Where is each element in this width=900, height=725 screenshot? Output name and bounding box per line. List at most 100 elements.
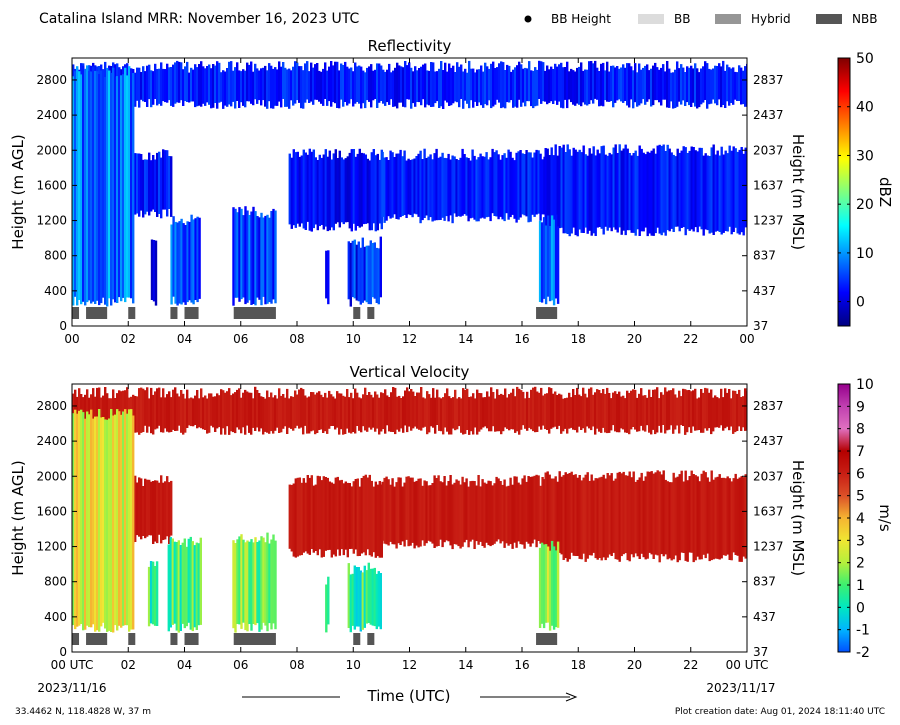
bright-band-mark (233, 633, 276, 645)
end-date-label: 2023/11/17 (706, 681, 775, 695)
colorbar-tick-label: 50 (856, 51, 874, 67)
x-tick-label: 04 (177, 332, 192, 346)
bright-band-mark (353, 633, 361, 645)
bright-band-mark (184, 633, 199, 645)
rain-shaft (170, 214, 201, 306)
panel-title: Reflectivity (368, 37, 452, 55)
vertical-velocity-panel: 00 UTC 02 04 06 08 10 12 14 16 18 20 22 00 UTC040080… (9, 363, 894, 672)
colorbar-tick-label: 20 (856, 197, 874, 213)
y-tick-label: 2800 (36, 399, 67, 413)
bright-band-mark (170, 633, 178, 645)
colorbar-tick-label: 0 (856, 600, 865, 616)
legend-hybrid-label: Hybrid (751, 12, 791, 26)
x-tick-label: 20 (627, 332, 642, 346)
mid-echo-layer (544, 144, 747, 237)
y-tick-label: 1600 (36, 504, 67, 518)
y-right-tick-label: 437 (753, 610, 776, 624)
bright-band-mark (367, 307, 375, 319)
mid-echo-layer (544, 470, 747, 563)
legend-bb-swatch (638, 14, 664, 24)
y-tick-label: 2400 (36, 108, 67, 122)
mid-echo-layer (288, 148, 383, 232)
x-tick-label: 04 (177, 658, 192, 672)
rain-shaft (72, 409, 135, 633)
y-right-tick-label: 1637 (753, 504, 784, 518)
colorbar-tick-label: 0 (856, 295, 865, 311)
plot-area (72, 386, 747, 645)
x-tick-label: 18 (571, 332, 586, 346)
start-date-label: 2023/11/16 (37, 681, 106, 695)
colorbar-tick-label: 10 (856, 246, 874, 262)
bright-band-mark (72, 633, 80, 645)
xlabel-arrow-head-icon (565, 692, 578, 702)
y-right-tick-label: 2437 (753, 434, 784, 448)
x-axis-label: Time (UTC) (367, 687, 451, 705)
x-tick-label: 10 (346, 332, 361, 346)
y-right-tick-label: 1637 (753, 178, 784, 192)
y-axis-label: Height (m AGL) (9, 134, 27, 249)
x-tick-label: 00 UTC (726, 658, 769, 672)
y-tick-label: 0 (59, 645, 67, 659)
x-tick-label: 20 (627, 658, 642, 672)
bright-band-mark (128, 633, 136, 645)
y-right-axis-label: Height (m MSL) (789, 134, 807, 250)
y-right-tick-label: 837 (753, 249, 776, 263)
mid-echo-layer (381, 474, 546, 550)
y-tick-label: 400 (44, 284, 67, 298)
x-tick-label: 10 (346, 658, 361, 672)
colorbar-label: m/s (876, 504, 894, 532)
x-tick-label: 18 (571, 658, 586, 672)
upper-echo-layer (72, 386, 747, 435)
colorbar-tick-label: 7 (856, 444, 865, 460)
figure-title: Catalina Island MRR: November 16, 2023 U… (39, 11, 360, 27)
y-tick-label: 1200 (36, 214, 67, 228)
upper-echo-layer (72, 60, 747, 109)
x-tick-label: 16 (514, 658, 529, 672)
rain-shaft (72, 65, 135, 307)
y-tick-label: 2800 (36, 73, 67, 87)
x-tick-label: 00 UTC (51, 658, 94, 672)
station-location: 33.4462 N, 118.4828 W, 37 m (15, 707, 151, 717)
x-tick-label: 22 (683, 332, 698, 346)
bright-band-mark (536, 307, 558, 319)
y-tick-label: 1600 (36, 178, 67, 192)
x-tick-label: 22 (683, 658, 698, 672)
y-tick-label: 2000 (36, 143, 67, 157)
rain-shaft (232, 532, 277, 633)
y-right-tick-label: 2837 (753, 399, 784, 413)
y-tick-label: 0 (59, 319, 67, 333)
y-right-tick-label: 37 (753, 319, 768, 333)
x-tick-label: 06 (233, 658, 248, 672)
x-tick-label: 08 (289, 332, 304, 346)
reflectivity-panel: 00 02 04 06 08 10 12 14 16 18 20 22 0004008001200160… (9, 37, 894, 346)
colorbar-tick-label: 40 (856, 100, 874, 116)
bright-band-mark (233, 307, 276, 319)
rain-shaft (167, 536, 202, 633)
x-tick-label: 00 (739, 332, 754, 346)
bright-band-mark (86, 633, 108, 645)
y-tick-label: 2000 (36, 469, 67, 483)
colorbar (837, 57, 851, 327)
mid-echo-layer (288, 474, 383, 558)
legend-hybrid-swatch (715, 14, 741, 24)
legend-bb-label: BB (674, 12, 690, 26)
x-tick-label: 02 (121, 658, 136, 672)
plot-area (72, 60, 747, 319)
colorbar-label: dBZ (876, 177, 894, 207)
bright-band-mark (128, 307, 136, 319)
y-right-tick-label: 37 (753, 645, 768, 659)
y-right-tick-label: 1237 (753, 214, 784, 228)
y-tick-label: 800 (44, 575, 67, 589)
y-right-tick-label: 2437 (753, 108, 784, 122)
colorbar-tick-label: 5 (856, 489, 865, 505)
legend-nbb-label: NBB (852, 12, 877, 26)
y-tick-label: 1200 (36, 540, 67, 554)
rain-shaft (347, 562, 382, 633)
x-tick-label: 06 (233, 332, 248, 346)
legend-nbb-swatch (816, 14, 842, 24)
colorbar-tick-label: 9 (856, 399, 865, 415)
y-right-tick-label: 1237 (753, 540, 784, 554)
bright-band-mark (184, 307, 199, 319)
colorbar-tick-label: 10 (856, 377, 874, 393)
bright-band-mark (170, 307, 178, 319)
